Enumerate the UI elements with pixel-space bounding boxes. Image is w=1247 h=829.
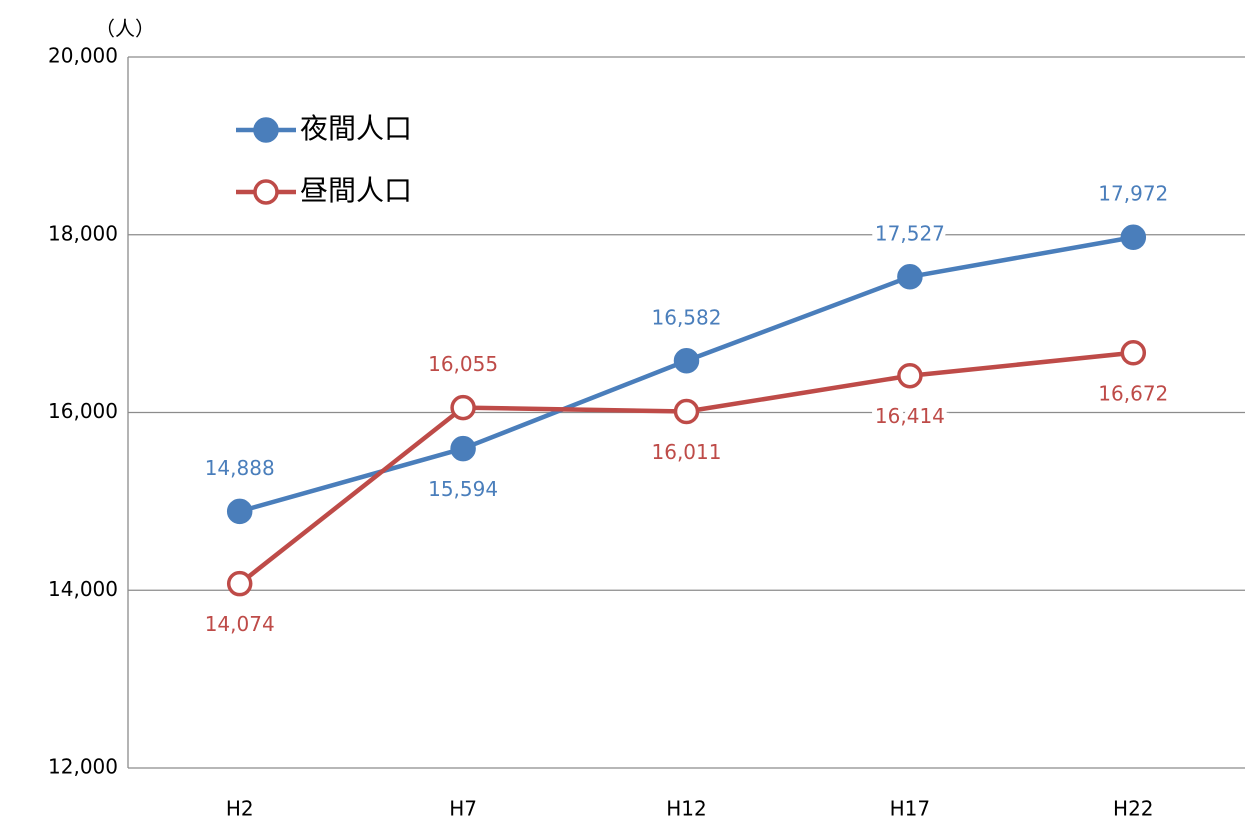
data-label: 15,594 [428,477,498,501]
y-tick-label: 16,000 [48,399,118,423]
data-label: 17,972 [1098,182,1168,206]
y-tick-label: 14,000 [48,577,118,601]
series-line [238,350,1134,586]
x-tick-label: H22 [1113,797,1154,821]
legend-label: 昼間人口 [300,174,412,207]
data-label: 17,527 [875,221,945,245]
data-point [226,570,253,597]
legend-label: 夜間人口 [300,112,412,145]
y-tick-label: 20,000 [48,44,118,68]
y-tick-label: 18,000 [48,221,118,245]
series-line [239,235,1134,514]
data-point [450,435,476,462]
data-label: 16,582 [652,305,722,329]
x-tick-label: H12 [666,797,707,821]
legend-marker [253,179,279,205]
legend-marker [253,117,279,143]
data-label: 16,672 [1098,381,1168,405]
data-point [897,362,923,389]
x-tick-label: H7 [449,797,477,821]
x-tick-label: H2 [226,797,254,821]
data-point [897,264,923,290]
data-label: 16,055 [428,352,498,376]
data-point [673,398,700,425]
data-label: 14,074 [205,612,275,636]
x-tick-label: H17 [890,797,931,821]
y-tick-label: 12,000 [48,755,118,779]
y-unit-label: （人） [95,17,155,41]
data-point [1120,340,1147,366]
data-point [673,348,700,374]
data-point [1120,224,1147,250]
data-label: 16,011 [652,440,722,464]
data-point [450,394,476,421]
data-label: 14,888 [205,456,275,480]
data-point [226,498,253,525]
data-label: 16,414 [875,404,945,428]
